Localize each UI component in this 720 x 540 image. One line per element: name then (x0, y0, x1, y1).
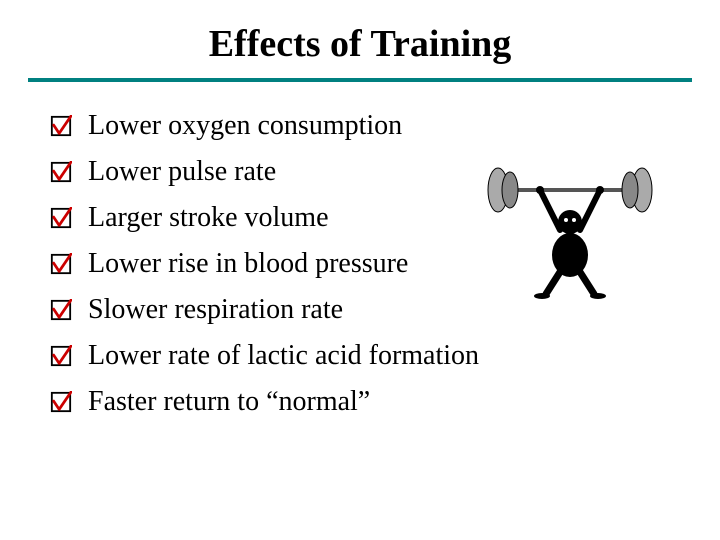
list-item-label: Larger stroke volume (88, 202, 329, 234)
checkmark-icon (50, 115, 72, 137)
title-divider (28, 78, 692, 82)
checkmark-icon (50, 345, 72, 367)
list-item: Lower oxygen consumption (50, 110, 720, 142)
list-item-label: Slower respiration rate (88, 294, 343, 326)
list-item-label: Faster return to “normal” (88, 386, 370, 418)
checkmark-icon (50, 161, 72, 183)
list-item: Lower rate of lactic acid formation (50, 340, 720, 372)
weightlifter-graphic (480, 160, 660, 300)
content-area: Lower oxygen consumption Lower pulse rate… (0, 110, 720, 418)
checkmark-icon (50, 391, 72, 413)
list-item-label: Lower rate of lactic acid formation (88, 340, 479, 372)
checkmark-icon (50, 253, 72, 275)
checkmark-icon (50, 299, 72, 321)
slide-title: Effects of Training (0, 0, 720, 78)
list-item-label: Lower rise in blood pressure (88, 248, 408, 280)
checkmark-icon (50, 207, 72, 229)
list-item: Faster return to “normal” (50, 386, 720, 418)
list-item-label: Lower pulse rate (88, 156, 276, 188)
list-item-label: Lower oxygen consumption (88, 110, 402, 142)
